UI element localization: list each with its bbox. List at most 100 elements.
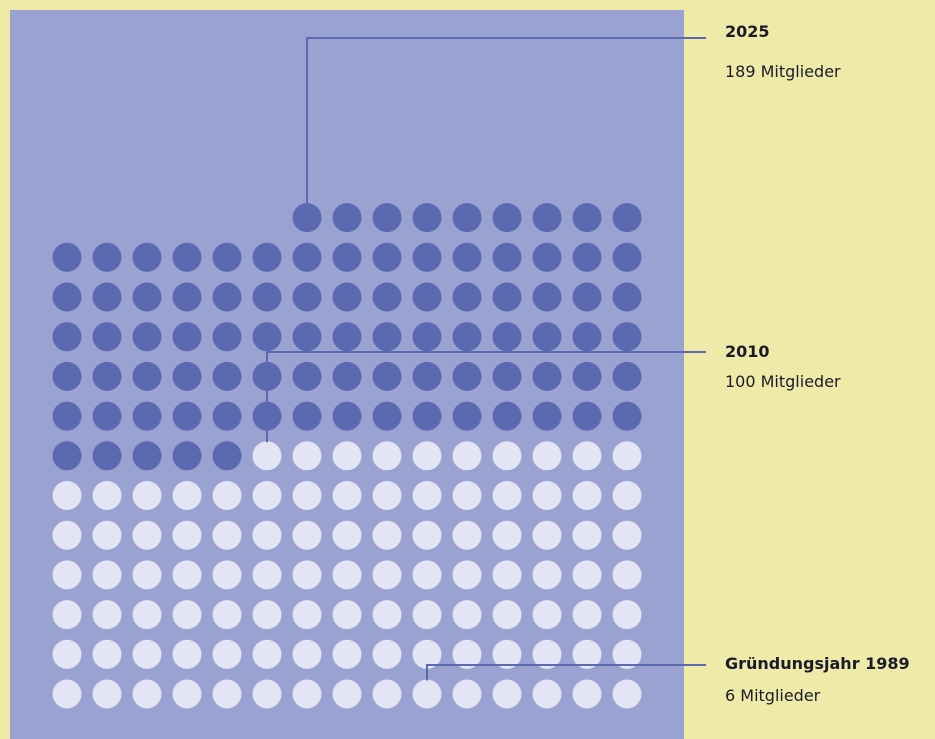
member-dot <box>612 481 642 510</box>
member-dot <box>172 600 202 630</box>
leader-lines <box>266 37 706 681</box>
member-dot-highlighted <box>292 401 322 431</box>
member-dot <box>412 520 442 550</box>
member-dot <box>172 679 202 709</box>
member-dot-highlighted <box>332 401 362 431</box>
member-dot-highlighted <box>412 361 442 391</box>
member-dot <box>132 639 162 669</box>
member-dot <box>52 520 82 550</box>
member-dot <box>532 441 562 471</box>
member-dot-highlighted <box>292 203 322 233</box>
member-dot <box>132 679 162 709</box>
member-dot-highlighted <box>372 242 402 272</box>
member-dot <box>412 481 442 510</box>
member-dot <box>332 679 362 709</box>
member-dot-highlighted <box>412 242 442 272</box>
member-dot <box>332 481 362 510</box>
member-dot-highlighted <box>172 242 202 272</box>
member-dot-highlighted <box>332 242 362 272</box>
member-dot <box>332 600 362 630</box>
member-dot <box>332 639 362 669</box>
member-dot-highlighted <box>92 361 122 391</box>
member-dot <box>212 639 242 669</box>
member-dot-highlighted <box>372 322 402 352</box>
member-dot-highlighted <box>372 282 402 312</box>
member-dot <box>412 560 442 590</box>
member-dot-highlighted <box>532 203 562 233</box>
member-dot-highlighted <box>572 242 602 272</box>
member-dot <box>572 679 602 709</box>
member-dot-highlighted <box>412 282 442 312</box>
member-dot-highlighted <box>612 322 642 352</box>
member-dot-highlighted <box>572 282 602 312</box>
member-dot-highlighted <box>572 361 602 391</box>
member-dot <box>452 639 482 669</box>
member-dot-highlighted <box>252 242 282 272</box>
member-dot <box>172 520 202 550</box>
member-dot <box>612 520 642 550</box>
member-dot-highlighted <box>252 282 282 312</box>
member-dot-highlighted <box>52 322 82 352</box>
member-dot <box>532 639 562 669</box>
member-dot-highlighted <box>532 322 562 352</box>
member-dot-highlighted <box>452 282 482 312</box>
member-dot <box>532 679 562 709</box>
member-dot <box>92 560 122 590</box>
member-dot <box>252 441 282 471</box>
member-dot-highlighted <box>212 242 242 272</box>
member-dot <box>252 600 282 630</box>
member-dot-highlighted <box>612 203 642 233</box>
member-dot-highlighted <box>52 441 82 471</box>
member-dot-highlighted <box>492 322 522 352</box>
member-dot <box>452 481 482 510</box>
member-dot-highlighted <box>492 401 522 431</box>
annotation-2025-count: 189 Mitglieder <box>725 62 841 81</box>
member-dot <box>412 679 442 709</box>
member-dot-highlighted <box>372 361 402 391</box>
member-dot <box>452 441 482 471</box>
member-dot-highlighted <box>372 203 402 233</box>
member-dot <box>492 520 522 550</box>
member-dot <box>532 520 562 550</box>
member-dot-highlighted <box>52 282 82 312</box>
member-dot <box>132 560 162 590</box>
member-dot <box>612 441 642 471</box>
member-dot <box>572 441 602 471</box>
member-dot-highlighted <box>412 322 442 352</box>
member-dot-highlighted <box>412 401 442 431</box>
member-dot <box>532 560 562 590</box>
member-dot <box>532 481 562 510</box>
member-dot-highlighted <box>132 441 162 471</box>
member-dot <box>372 441 402 471</box>
member-dot <box>92 481 122 510</box>
member-dot-highlighted <box>92 401 122 431</box>
member-dot-highlighted <box>452 322 482 352</box>
member-dot-highlighted <box>452 361 482 391</box>
leader-line-y1989 <box>426 664 706 681</box>
member-dot-highlighted <box>172 401 202 431</box>
annotation-2010-count: 100 Mitglieder <box>725 372 841 391</box>
member-dot <box>292 520 322 550</box>
member-dot <box>372 639 402 669</box>
member-dot <box>452 679 482 709</box>
member-dot-highlighted <box>132 282 162 312</box>
member-dot <box>212 679 242 709</box>
member-dot <box>252 639 282 669</box>
member-dot <box>92 520 122 550</box>
leader-line-y2010 <box>266 351 706 443</box>
member-dot-highlighted <box>52 401 82 431</box>
member-dot <box>132 520 162 550</box>
member-dot <box>132 481 162 510</box>
member-dot-highlighted <box>412 203 442 233</box>
member-dot <box>332 520 362 550</box>
member-dot <box>52 639 82 669</box>
member-dot-highlighted <box>172 441 202 471</box>
annotation-1989-count: 6 Mitglieder <box>725 686 821 705</box>
member-dot <box>212 560 242 590</box>
member-dot-highlighted <box>212 361 242 391</box>
member-dot-highlighted <box>92 441 122 471</box>
member-dot-highlighted <box>172 322 202 352</box>
member-dot <box>132 600 162 630</box>
